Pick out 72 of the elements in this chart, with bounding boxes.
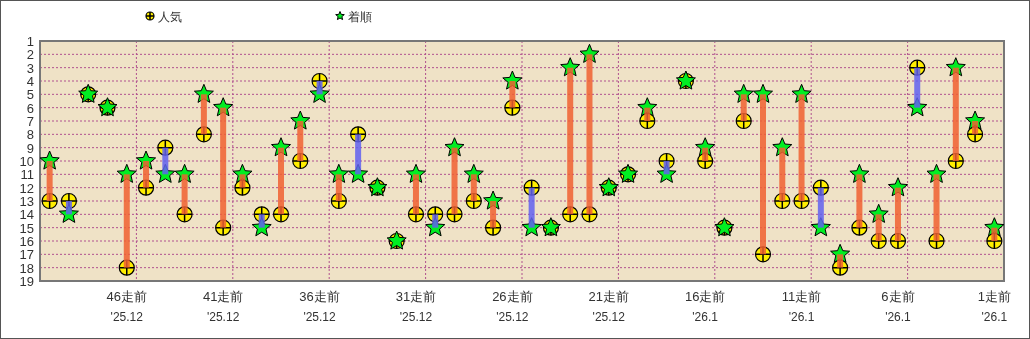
- x-tick-label: 41走前 '25.12: [202, 289, 244, 324]
- bar: [837, 254, 844, 268]
- y-tick-label: 2: [26, 47, 34, 63]
- bar: [779, 147, 786, 201]
- bar: [46, 161, 53, 201]
- bar: [470, 174, 477, 201]
- x-tick-label: 31走前 '25.12: [395, 289, 437, 324]
- x-tick-label: 46走前 '25.12: [106, 289, 147, 324]
- bar: [914, 67, 921, 108]
- bar: [316, 81, 323, 95]
- bar: [894, 187, 901, 241]
- bar: [123, 174, 130, 268]
- bar: [528, 187, 535, 228]
- bar: [567, 67, 574, 215]
- x-tick-label: 16走前 '26.1: [684, 289, 726, 324]
- bar: [181, 174, 188, 215]
- y-tick-label: 9: [26, 140, 34, 156]
- y-tick-label: 10: [19, 154, 34, 169]
- y-tick-label: 16: [19, 234, 34, 249]
- x-tick-label: 36走前 '25.12: [299, 289, 340, 324]
- bar: [856, 174, 863, 228]
- y-tick-label: 5: [26, 87, 34, 103]
- bar: [817, 187, 824, 228]
- bar: [933, 174, 940, 241]
- bar: [952, 67, 959, 161]
- bar: [355, 134, 362, 175]
- bar: [991, 227, 998, 241]
- bar: [702, 147, 709, 161]
- x-tick-label: 26走前 '25.12: [492, 289, 533, 324]
- bar: [509, 81, 516, 108]
- x-tick-label: 6走前 '26.1: [881, 289, 915, 324]
- bar: [760, 94, 766, 255]
- y-tick-label: 7: [26, 114, 34, 129]
- y-tick-label: 15: [19, 220, 34, 236]
- y-tick-label: 8: [26, 127, 34, 143]
- bar: [972, 121, 979, 135]
- x-tick-label: 21走前 '25.12: [588, 289, 629, 324]
- bar: [586, 54, 593, 215]
- bar: [412, 174, 419, 215]
- y-tick-label: 3: [26, 60, 34, 76]
- y-tick-label: 13: [19, 194, 34, 209]
- y-tick-label: 18: [19, 260, 34, 276]
- bar: [451, 147, 458, 215]
- y-tick-label: 6: [26, 100, 34, 116]
- y-tick-label: 11: [20, 167, 34, 183]
- y-tick-label: 19: [19, 274, 34, 289]
- y-tick-label: 14: [19, 207, 34, 223]
- y-tick-label: 1: [26, 34, 34, 49]
- x-tick-label: 1走前 '26.1: [977, 289, 1011, 324]
- bar: [335, 174, 342, 201]
- bar: [239, 174, 246, 188]
- bar: [258, 214, 265, 228]
- bar: [278, 147, 284, 215]
- bar: [220, 107, 227, 228]
- bar: [297, 121, 304, 161]
- bar: [490, 201, 497, 228]
- bar: [162, 147, 169, 175]
- bar: [200, 94, 207, 135]
- bar: [740, 94, 747, 121]
- bar: [663, 161, 670, 175]
- x-tick-label: 11走前 '26.1: [781, 289, 822, 324]
- y-tick-label: 4: [26, 74, 34, 89]
- bar: [143, 161, 150, 188]
- bar: [644, 107, 651, 121]
- bar: [432, 214, 439, 228]
- legend-label: 着順: [348, 10, 372, 24]
- bar: [65, 201, 72, 215]
- y-tick-label: 17: [19, 247, 34, 263]
- bar: [875, 214, 882, 241]
- y-tick-label: 12: [19, 180, 34, 196]
- legend-label: 人気: [158, 10, 182, 24]
- bar: [798, 94, 805, 201]
